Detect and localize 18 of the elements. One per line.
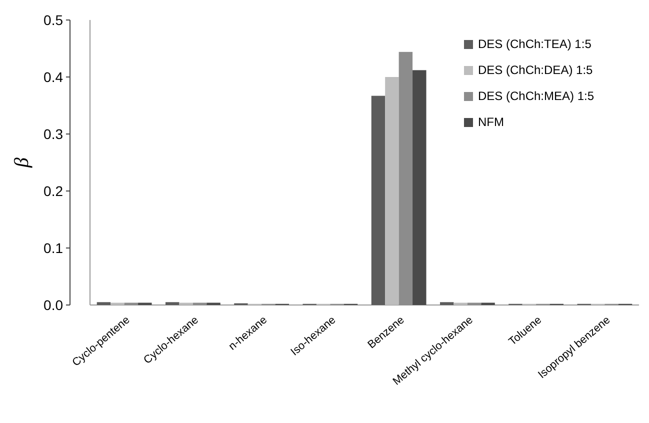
y-tick-label: 0.4 — [44, 68, 64, 85]
y-tick-label: 0.3 — [44, 126, 64, 142]
bar — [96, 302, 111, 305]
legend-label: DES (ChCh:TEA) 1:5 — [478, 37, 592, 51]
y-tick-label: 0.0 — [44, 296, 64, 313]
y-axis-title: β — [11, 157, 33, 168]
y-tick-label: 0.1 — [44, 240, 64, 256]
bar — [385, 77, 399, 305]
bar — [165, 302, 180, 305]
legend-label: DES (ChCh:DEA) 1:5 — [478, 63, 594, 77]
y-tick-label: 0.2 — [44, 182, 64, 199]
bar — [371, 96, 386, 305]
legend-label: DES (ChCh:MEA) 1:5 — [478, 89, 594, 103]
bar — [440, 302, 454, 305]
bar — [398, 52, 413, 305]
y-tick-label: 0.5 — [44, 12, 64, 28]
bar — [412, 70, 426, 305]
legend-label: NFM — [478, 115, 504, 129]
